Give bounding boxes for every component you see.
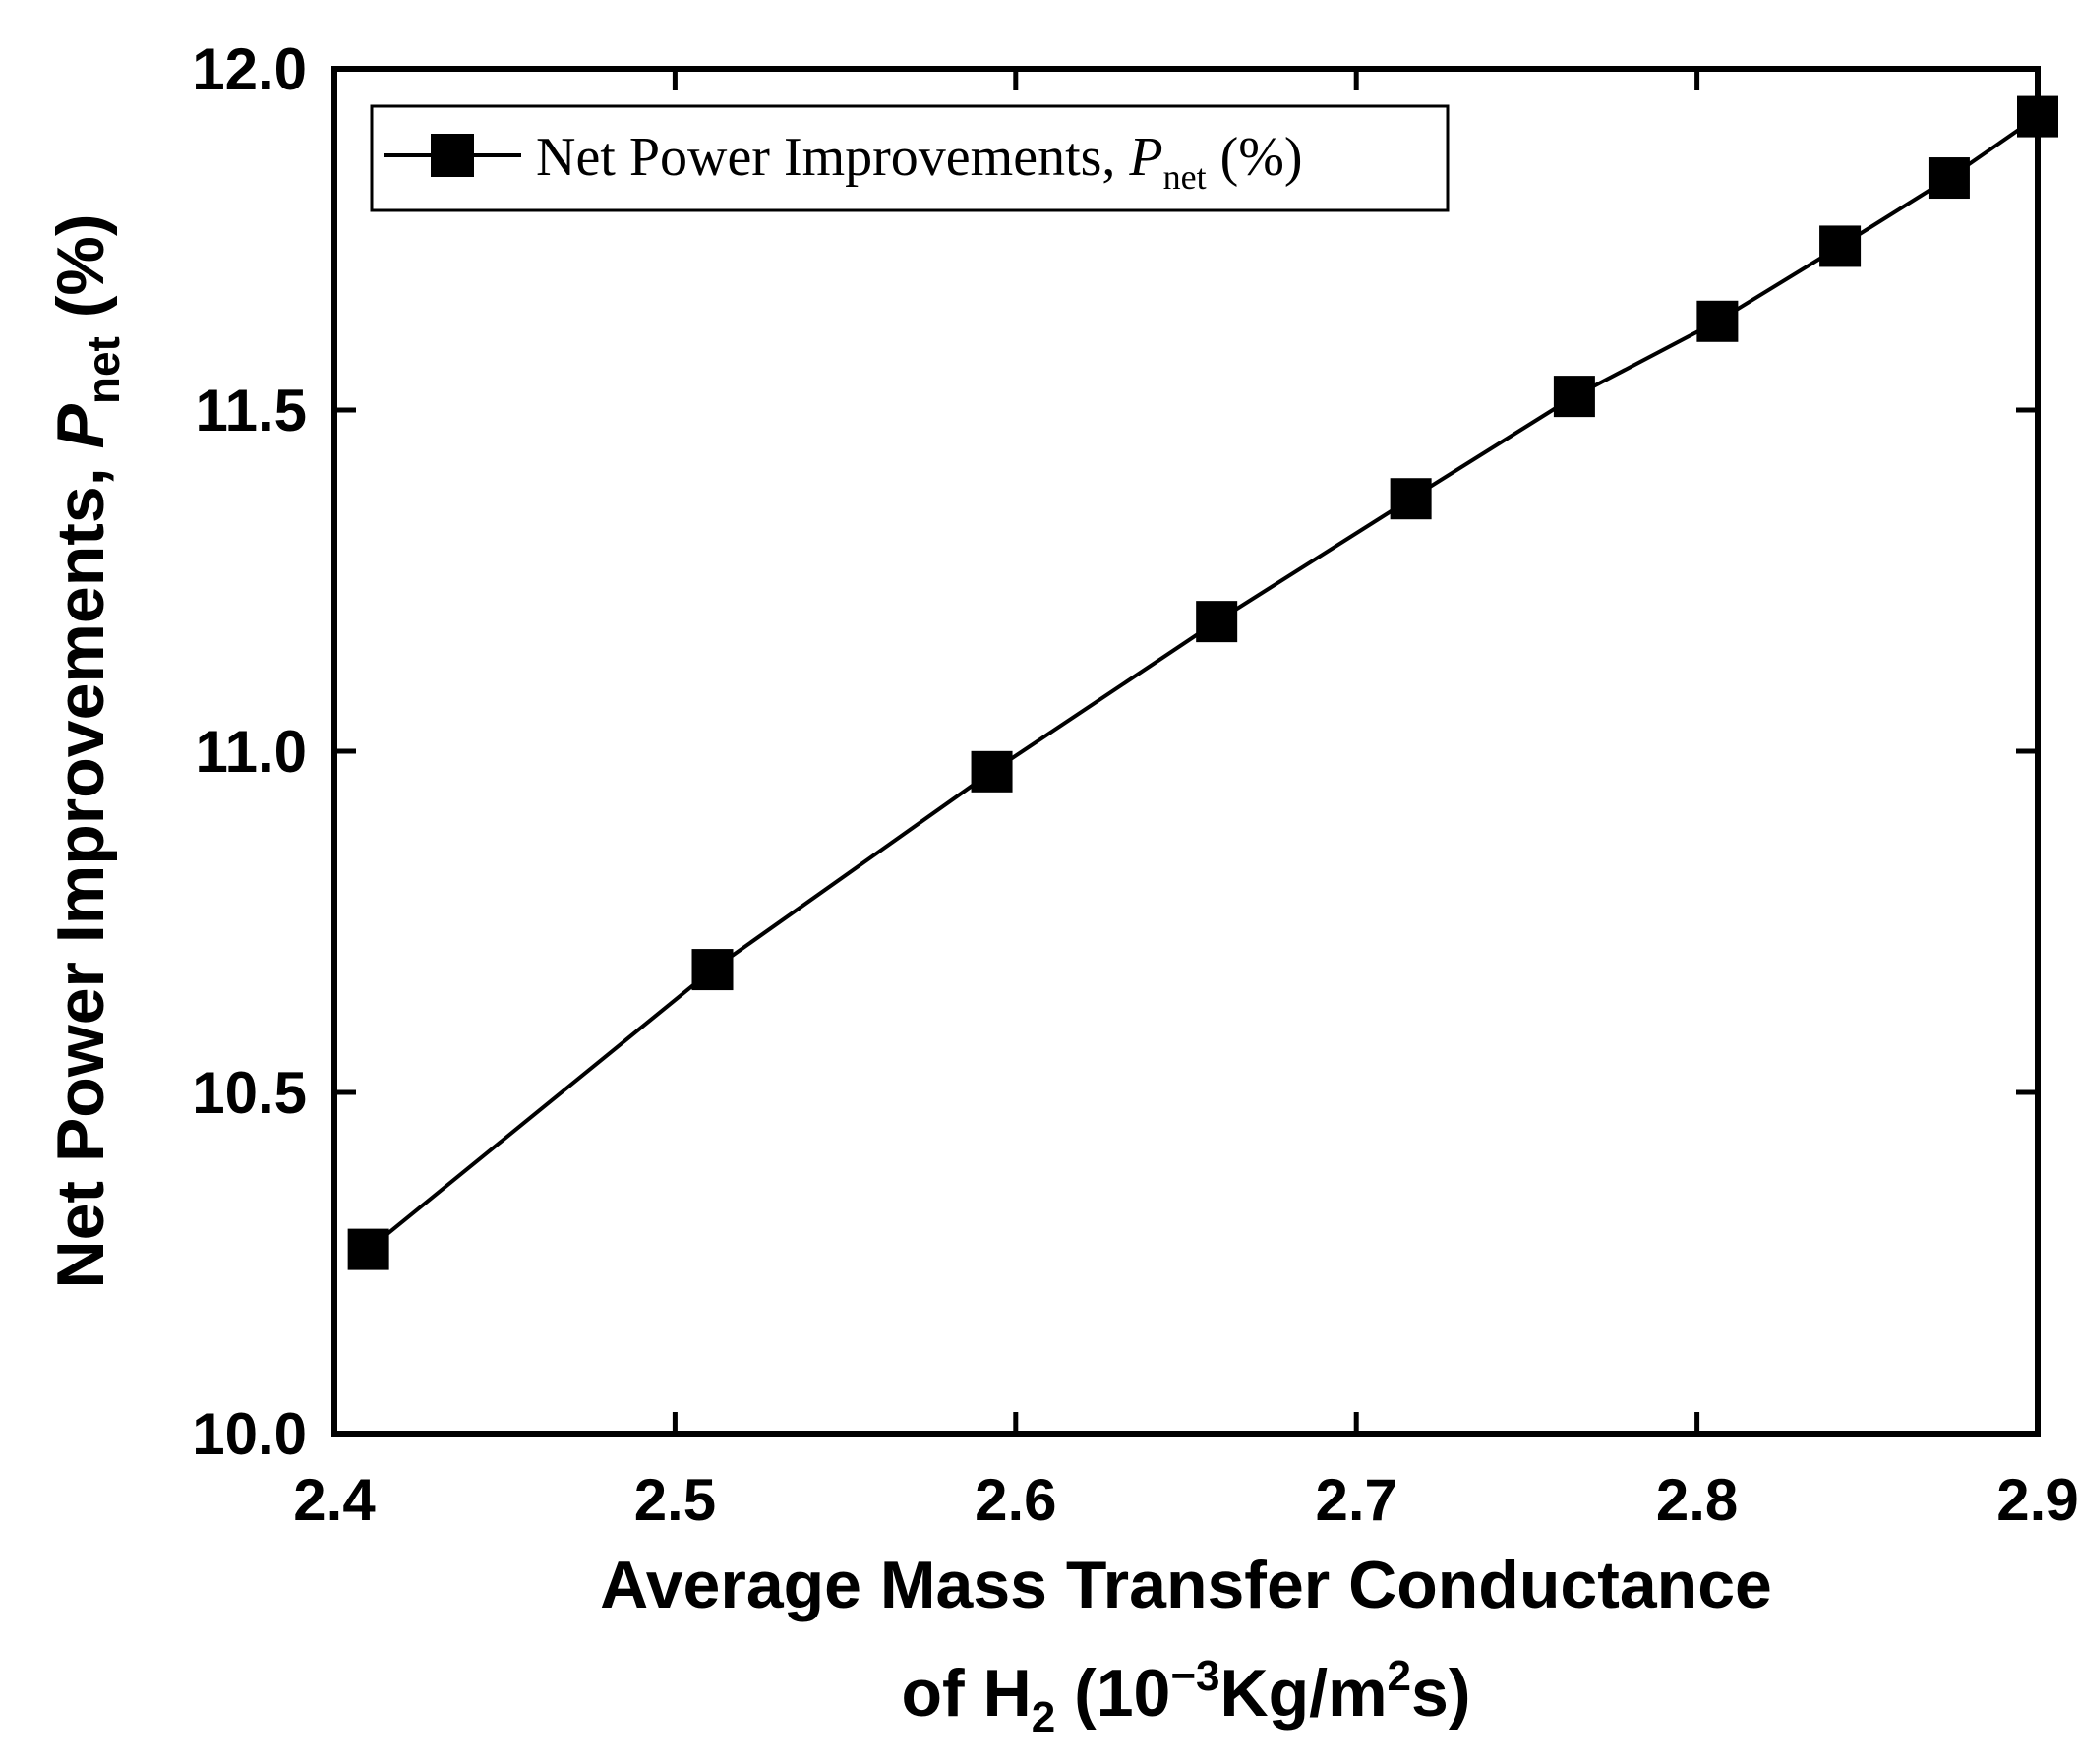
data-point: [691, 949, 734, 991]
data-point: [1553, 376, 1595, 418]
legend: Net Power Improvements, Pnet (%): [370, 104, 1450, 212]
x-axis-title-line2: of H2 (10−3Kg/m2s): [902, 1652, 1471, 1741]
data-point: [1928, 157, 1970, 200]
data-point: [1696, 300, 1739, 342]
y-tick-label: 11.5: [196, 378, 307, 443]
x-tick-label: 2.5: [634, 1467, 716, 1533]
data-point: [1196, 601, 1238, 643]
data-point: [2017, 95, 2058, 138]
data-point: [971, 750, 1013, 793]
series-line: [367, 114, 2040, 1252]
x-tick-label: 2.8: [1656, 1467, 1738, 1533]
y-tick-labels: 10.0 10.5 11.0 11.5 12.0: [192, 36, 307, 1467]
x-tick-label: 2.4: [293, 1467, 376, 1533]
x-tick-label: 2.7: [1315, 1467, 1396, 1533]
x-tick-labels: 2.4 2.5 2.6 2.7 2.8 2.9: [293, 1467, 2077, 1533]
data-point: [1819, 225, 1862, 267]
data-point: [347, 1228, 389, 1270]
data-point: [1390, 478, 1432, 520]
y-tick-label: 10.0: [192, 1401, 307, 1467]
legend-box: [370, 104, 1450, 212]
y-axis-title: Net Power Improvements, Pnet (%): [43, 213, 129, 1288]
y-tick-label: 12.0: [192, 36, 307, 102]
y-tick-label: 11.0: [196, 719, 307, 785]
axis-ticks: [331, 66, 2041, 1437]
x-tick-label: 2.6: [975, 1467, 1056, 1533]
x-tick-label: 2.9: [1996, 1467, 2077, 1533]
plot-frame: [331, 66, 2041, 1437]
series-markers: [347, 95, 2058, 1270]
x-axis-title: Average Mass Transfer Conductance: [600, 1548, 1772, 1622]
legend-label: Net Power Improvements, Pnet (%): [536, 127, 1303, 197]
legend-marker-sample: [431, 134, 474, 177]
y-tick-label: 10.5: [192, 1060, 307, 1126]
